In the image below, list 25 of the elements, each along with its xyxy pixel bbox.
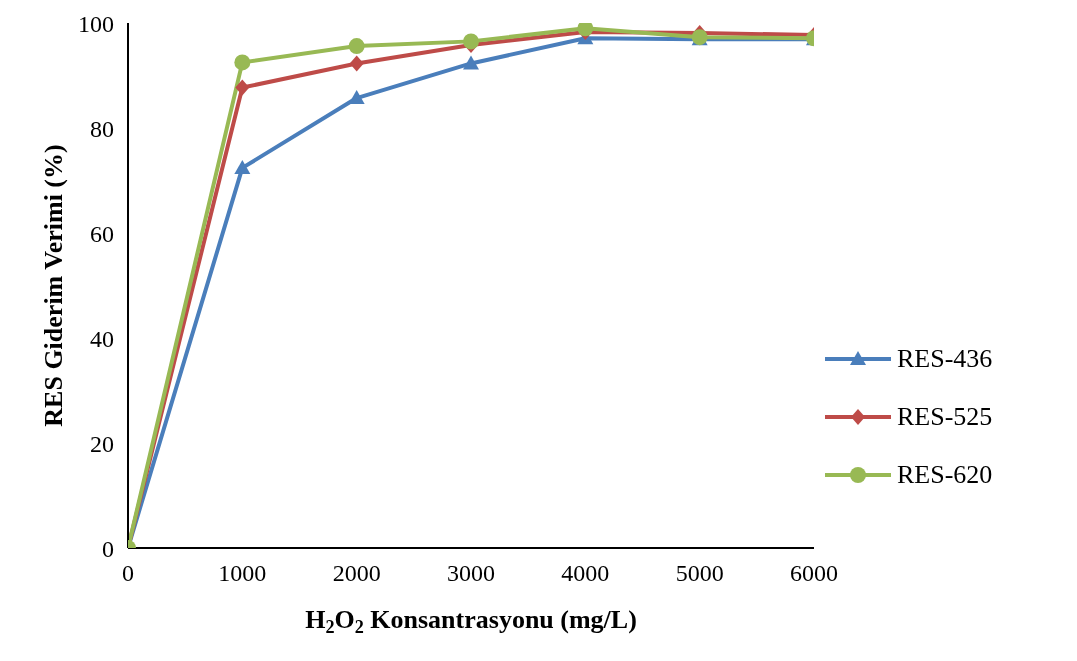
point: [235, 79, 250, 96]
y-tick-label: 0: [102, 535, 114, 562]
point: [349, 55, 364, 72]
x-tick-label: 1000: [218, 560, 267, 587]
y-axis-title: RES Giderim Verimi (%): [39, 144, 68, 427]
x-axis-title: H$_{2}$O$_{2}$ Konsantrasyonu (mg/L): [305, 605, 637, 637]
legend-label: RES-620: [897, 460, 993, 490]
y-tick-label: 40: [90, 325, 114, 352]
legend-label: RES-525: [897, 402, 993, 432]
x-tick-label: 5000: [675, 560, 724, 587]
point: [234, 54, 251, 71]
x-tick-label: 0: [122, 560, 134, 587]
point: [463, 55, 479, 70]
y-tick-label: 80: [90, 115, 114, 142]
x-tick-label: 6000: [790, 560, 838, 587]
point: [348, 38, 365, 55]
legend-label: RES-436: [897, 344, 993, 374]
y-tick-label: 20: [90, 430, 114, 457]
x-tick-label: 2000: [332, 560, 381, 587]
point: [463, 33, 479, 50]
y-tick-label: 60: [90, 220, 114, 247]
x-tick-label: 3000: [447, 560, 495, 587]
point: [234, 159, 251, 174]
y-tick-label: 100: [78, 10, 114, 37]
x-tick-label: 4000: [561, 560, 610, 587]
